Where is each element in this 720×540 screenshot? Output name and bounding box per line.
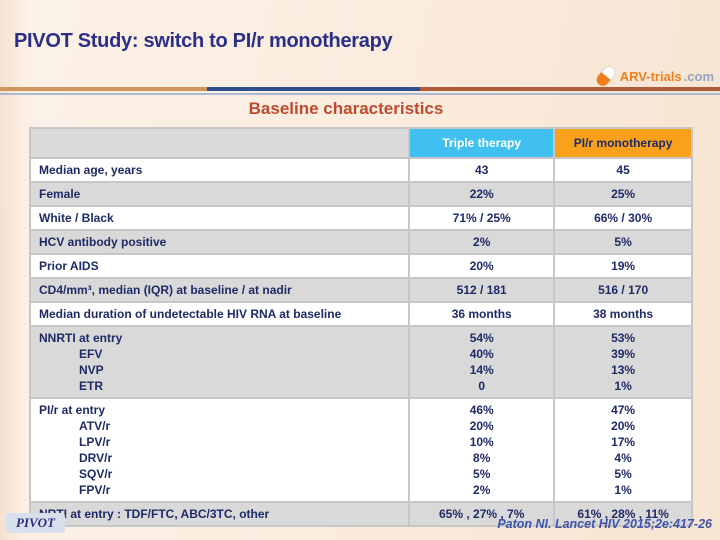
table-row: Prior AIDS 20% 19% xyxy=(31,255,691,277)
triple-therapy-value-cell: 2% xyxy=(410,231,554,253)
slide-subtitle: Baseline characteristics xyxy=(248,99,444,118)
pir-monotherapy-value-cell: 61% , 28% , 11% xyxy=(555,503,691,525)
pir-monotherapy-value-cell: 66% / 30% xyxy=(555,207,691,229)
row-label-cell: CD4/mm³, median (IQR) at baseline / at n… xyxy=(31,279,409,301)
pir-monotherapy-value-cell: 53% 39% 13% 1% xyxy=(555,327,691,397)
triple-therapy-value-cell: 43 xyxy=(410,159,554,181)
pir-monotherapy-value-cell: 25% xyxy=(555,183,691,205)
logo-brand-text: ARV-trials xyxy=(619,68,682,84)
triple-therapy-value-cell: 65% , 27% , 7% xyxy=(410,503,554,525)
pir-monotherapy-value-cell: 19% xyxy=(555,255,691,277)
row-label-cell: Prior AIDS xyxy=(31,255,409,277)
triple-therapy-value-cell: 20% xyxy=(410,255,554,277)
table-row: NNRTI at entry EFV NVP ETR 54% 40% 14% 0 53% 39% 1… xyxy=(31,327,691,397)
row-label-cell: Median age, years xyxy=(31,159,409,181)
triple-therapy-value-cell: 36 months xyxy=(410,303,554,325)
table-row: White / Black 71% / 25% 66% / 30% xyxy=(31,207,691,229)
citation-text: Paton NI. Lancet HIV 2015;2e:417-26 xyxy=(497,517,712,531)
baseline-characteristics-table: Triple therapy PI/r monotherapy Median a… xyxy=(29,127,693,527)
row-label-cell: Median duration of undetectable HIV RNA … xyxy=(31,303,409,325)
pir-monotherapy-value-cell: 45 xyxy=(555,159,691,181)
triple-therapy-value-cell: 512 / 181 xyxy=(410,279,554,301)
column-header-triple-therapy: Triple therapy xyxy=(410,129,554,157)
row-label-cell: White / Black xyxy=(31,207,409,229)
table-row: Median duration of undetectable HIV RNA … xyxy=(31,303,691,325)
table-row: Median age, years 43 45 xyxy=(31,159,691,181)
title-separator-line xyxy=(0,87,720,91)
column-header-empty xyxy=(31,129,409,157)
title-separator-thin-line xyxy=(0,93,720,95)
row-label-cell: NNRTI at entry EFV NVP ETR xyxy=(31,327,409,397)
slide-title: PIVOT Study: switch to PI/r monotherapy xyxy=(14,30,393,52)
triple-therapy-value-cell: 54% 40% 14% 0 xyxy=(410,327,554,397)
table-body: Median age, years 43 45 Female 22% 25% White /… xyxy=(31,159,691,525)
pill-icon xyxy=(594,64,618,88)
table-row: CD4/mm³, median (IQR) at baseline / at n… xyxy=(31,279,691,301)
row-label-cell: PI/r at entry ATV/r LPV/r DRV/r SQV/r FPV/r xyxy=(31,399,409,501)
pir-monotherapy-value-cell: 38 months xyxy=(555,303,691,325)
separator-segment-rust xyxy=(420,87,720,91)
pir-monotherapy-value-cell: 5% xyxy=(555,231,691,253)
triple-therapy-value-cell: 22% xyxy=(410,183,554,205)
separator-segment-tan xyxy=(0,87,207,91)
row-label-cell: HCV antibody positive xyxy=(31,231,409,253)
logo-suffix-text: .com xyxy=(683,68,714,84)
pir-monotherapy-value-cell: 516 / 170 xyxy=(555,279,691,301)
table-row: PI/r at entry ATV/r LPV/r DRV/r SQV/r FPV/r 46… xyxy=(31,399,691,501)
table-row: HCV antibody positive 2% 5% xyxy=(31,231,691,253)
row-label-cell: NRTI at entry : TDF/FTC, ABC/3TC, other xyxy=(31,503,409,525)
pir-monotherapy-value-cell: 47% 20% 17% 4% 5% 1% xyxy=(555,399,691,501)
table-row: NRTI at entry : TDF/FTC, ABC/3TC, other 6… xyxy=(31,503,691,525)
triple-therapy-value-cell: 46% 20% 10% 8% 5% 2% xyxy=(410,399,554,501)
study-name-badge: PIVOT xyxy=(6,513,65,533)
triple-therapy-value-cell: 71% / 25% xyxy=(410,207,554,229)
table-header-row: Triple therapy PI/r monotherapy xyxy=(31,129,691,157)
separator-segment-navy xyxy=(207,87,420,91)
column-header-pir-monotherapy: PI/r monotherapy xyxy=(555,129,691,157)
table-row: Female 22% 25% xyxy=(31,183,691,205)
row-label-cell: Female xyxy=(31,183,409,205)
arv-trials-logo: ARV-trials .com xyxy=(594,64,714,88)
